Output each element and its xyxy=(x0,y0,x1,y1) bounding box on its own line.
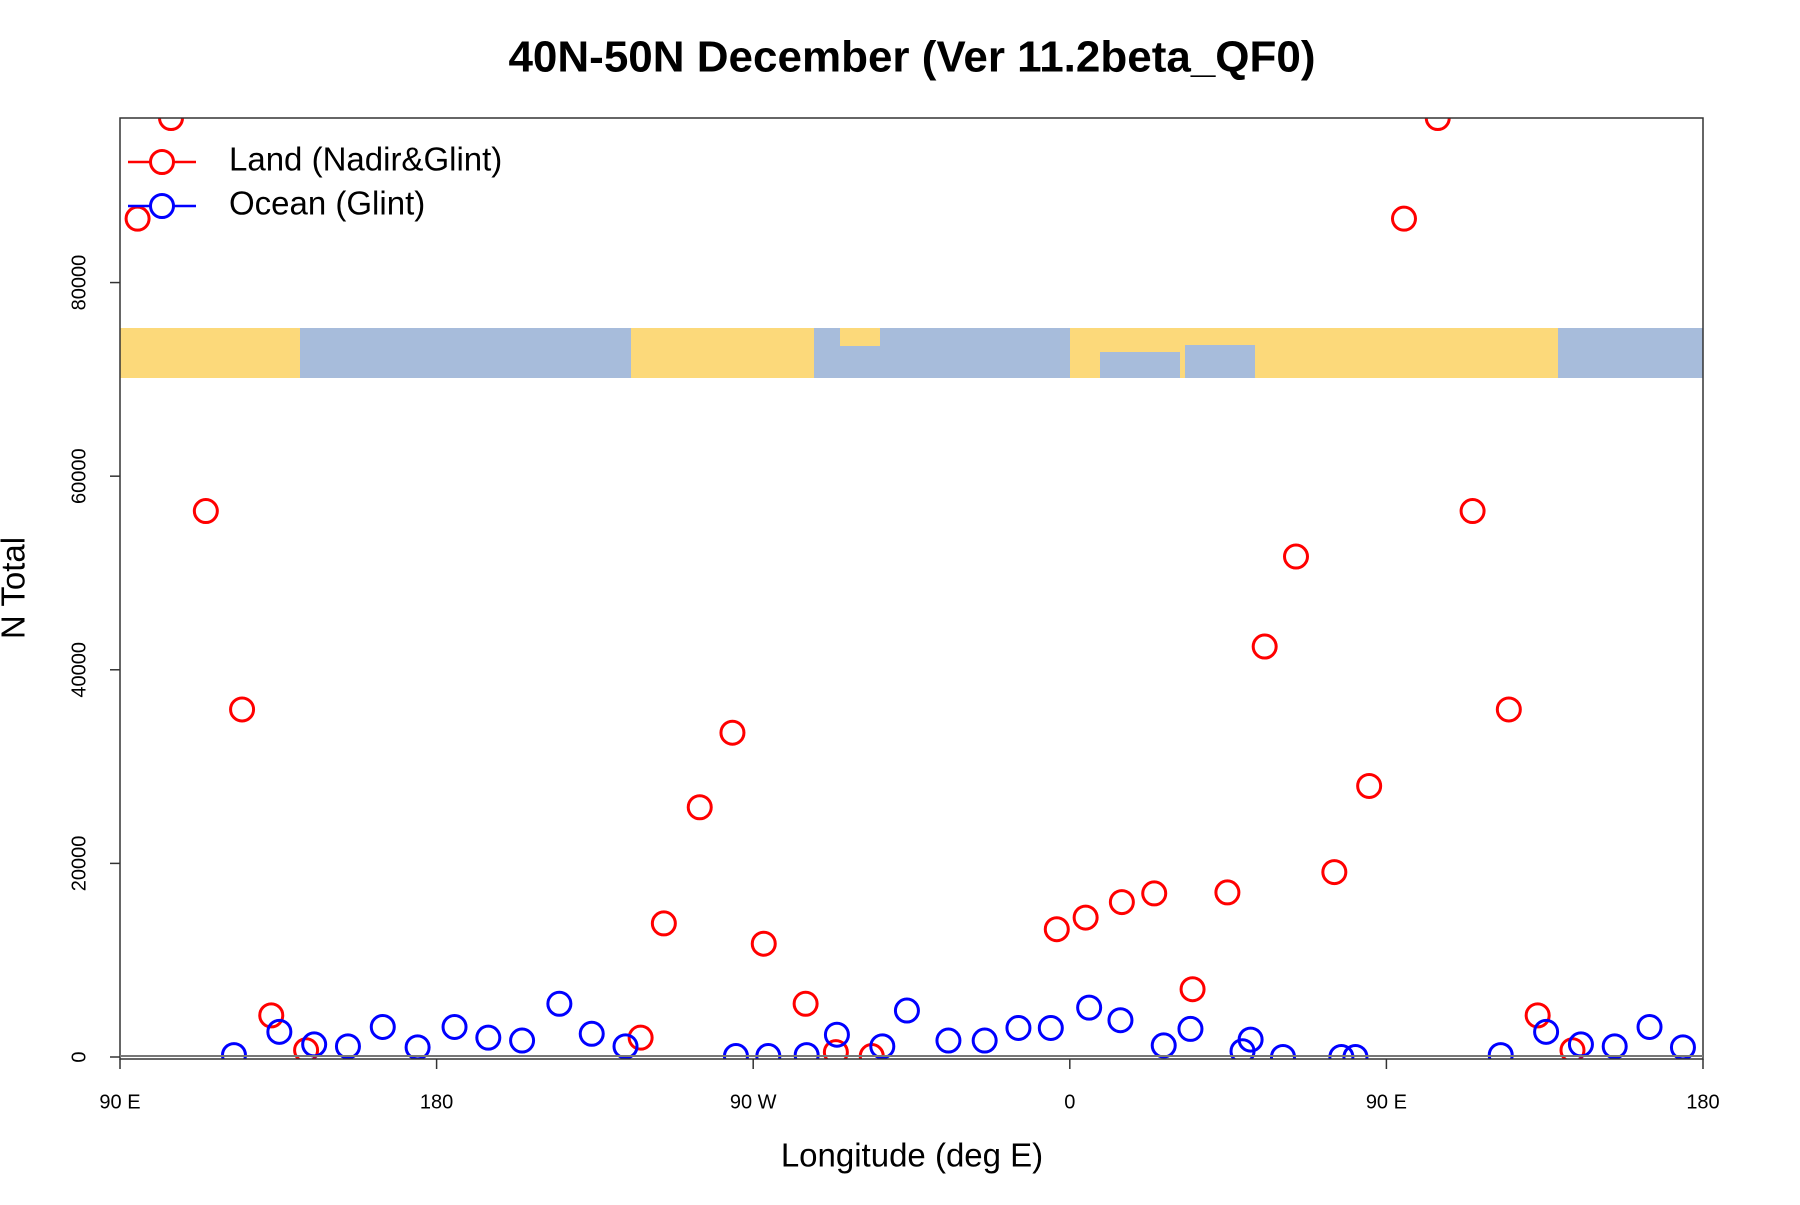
y-tick-label: 60000 xyxy=(68,448,90,504)
point xyxy=(1321,859,1348,886)
point xyxy=(1043,916,1070,943)
point xyxy=(1601,1033,1628,1059)
point xyxy=(822,1039,849,1059)
point xyxy=(509,1027,536,1054)
chart-title: 40N-50N December (Ver 11.2beta_QF0) xyxy=(508,33,1315,82)
y-tick-label: 20000 xyxy=(68,836,90,892)
points xyxy=(124,118,1696,1059)
point xyxy=(578,1020,605,1047)
point xyxy=(1356,772,1383,799)
point xyxy=(612,1033,639,1059)
point xyxy=(792,990,819,1017)
point xyxy=(1237,1026,1264,1053)
point xyxy=(266,1018,293,1045)
map-band xyxy=(120,328,1703,378)
point xyxy=(369,1013,396,1040)
point xyxy=(1636,1013,1663,1040)
point xyxy=(627,1024,654,1051)
point xyxy=(1214,879,1241,906)
x-tick-label: 90 E xyxy=(1366,1091,1407,1113)
point xyxy=(124,205,151,232)
x-tick-label: 90 E xyxy=(99,1091,140,1113)
point xyxy=(1076,994,1103,1021)
legend-marker xyxy=(149,149,175,175)
point xyxy=(1177,1015,1204,1042)
point xyxy=(1495,696,1522,723)
point xyxy=(719,719,746,746)
point xyxy=(1150,1032,1177,1059)
y-tick-label: 0 xyxy=(68,1051,90,1062)
point xyxy=(971,1027,998,1054)
point xyxy=(475,1024,502,1051)
point xyxy=(192,498,219,525)
point xyxy=(650,910,677,937)
x-tick-label: 180 xyxy=(1686,1091,1719,1113)
point xyxy=(686,794,713,821)
point xyxy=(1282,543,1309,570)
point xyxy=(1459,498,1486,525)
point xyxy=(1037,1014,1064,1041)
point xyxy=(229,696,256,723)
point xyxy=(869,1033,896,1059)
x-axis-label: Longitude (deg E) xyxy=(781,1137,1043,1174)
y-tick-label: 40000 xyxy=(68,642,90,698)
point xyxy=(546,990,573,1017)
point xyxy=(301,1031,328,1058)
point xyxy=(1108,889,1135,916)
point xyxy=(1141,880,1168,907)
x-tick-label: 180 xyxy=(420,1091,453,1113)
point xyxy=(1072,904,1099,931)
point xyxy=(1005,1014,1032,1041)
plot-frame xyxy=(119,117,1704,1060)
x-tick-label: 0 xyxy=(1064,1091,1075,1113)
point xyxy=(293,1037,320,1059)
point xyxy=(1179,976,1206,1003)
point xyxy=(441,1013,468,1040)
x-tick-label: 90 W xyxy=(730,1091,777,1113)
legend-label: Land (Nadir&Glint) xyxy=(229,141,502,178)
plot-area xyxy=(124,118,1696,1059)
point xyxy=(334,1033,361,1059)
point xyxy=(935,1027,962,1054)
point xyxy=(258,1002,285,1029)
legend-marker xyxy=(149,193,175,219)
point xyxy=(1107,1007,1134,1034)
point xyxy=(893,997,920,1024)
point xyxy=(1390,205,1417,232)
point xyxy=(1524,1002,1551,1029)
point xyxy=(750,930,777,957)
point xyxy=(1251,633,1278,660)
y-axis-label: N Total xyxy=(0,537,32,639)
point xyxy=(158,118,185,131)
point xyxy=(823,1021,850,1048)
y-tick-label: 80000 xyxy=(68,255,90,311)
legend-label: Ocean (Glint) xyxy=(229,185,425,222)
point xyxy=(1533,1018,1560,1045)
point xyxy=(1424,118,1451,131)
